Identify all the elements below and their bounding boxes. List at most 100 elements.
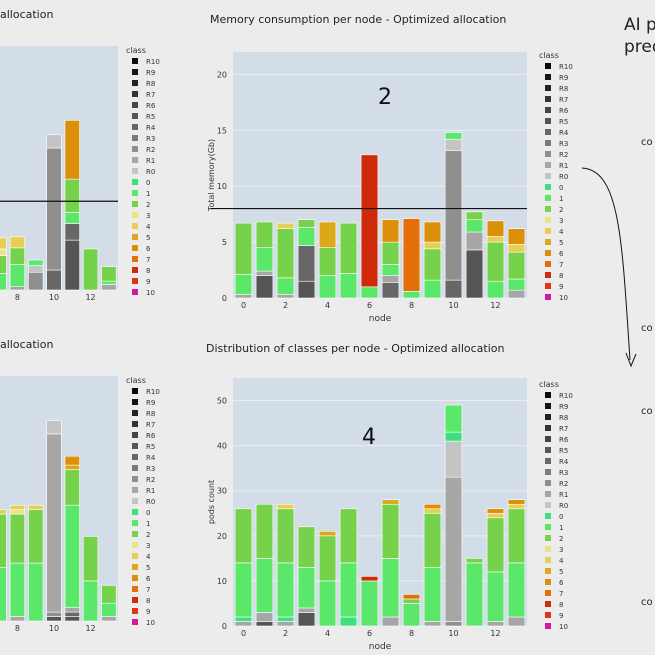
chart-title-memory: Memory consumption per node - Optimized …	[210, 13, 507, 26]
distribution-legend-label: R7	[559, 425, 568, 433]
left-memory-legend-label: R1	[146, 157, 155, 165]
memory-bar-node10-class-R0	[444, 138, 463, 151]
memory-bar-node9-class-1	[423, 279, 442, 299]
undefined-legend-swatch	[545, 272, 551, 278]
left-memory-legend-label: R4	[146, 124, 156, 132]
left-distribution-legend-label: R7	[146, 421, 155, 429]
distribution-legend-label: 2	[559, 535, 563, 543]
memory-bar-node11-class-1	[465, 219, 484, 233]
undefined-legend-swatch	[545, 184, 551, 190]
distribution-bar-node9-class-2	[423, 512, 442, 568]
memory-bar-node9-class-2	[423, 248, 442, 281]
distribution-bar-node10-class-1	[444, 404, 463, 433]
distribution-bar-node13-class-2	[507, 508, 526, 564]
distribution-bar-node2-class-2	[276, 508, 295, 564]
undefined-legend-swatch	[545, 601, 551, 607]
distribution-bar-node3-class-R5	[297, 612, 316, 627]
left-memory-legend-label: 0	[146, 179, 150, 187]
memory-annotation: 2	[378, 85, 392, 110]
memory-xtick-label: 6	[367, 301, 372, 310]
left-distribution-legend-label: 1	[146, 520, 150, 528]
left-distribution-xtick-label: 8	[15, 624, 20, 633]
undefined-legend-swatch	[132, 256, 138, 262]
undefined-legend-swatch	[545, 239, 551, 245]
distribution-bar-node3-class-R1	[297, 607, 316, 613]
distribution-y-axis-title: pods count	[207, 480, 216, 524]
left-distribution-bar-node11-class-R1	[64, 607, 80, 613]
left-memory-bar-node9-class-R2	[28, 271, 44, 291]
distribution-xtick-label: 12	[490, 629, 500, 638]
undefined-legend-swatch	[545, 283, 551, 289]
undefined-legend-swatch	[132, 146, 138, 152]
distribution-bar-node10-class-R0	[444, 440, 463, 478]
memory-legend-label: R2	[559, 151, 568, 159]
memory-bar-node0-class-2	[234, 222, 253, 275]
memory-legend-label: 0	[559, 184, 563, 192]
memory-legend-label: R5	[559, 118, 568, 126]
left-distribution-legend-label: R10	[146, 388, 160, 396]
distribution-legend-label: R2	[559, 480, 568, 488]
undefined-legend-swatch	[132, 289, 138, 295]
memory-y-axis-title: Total memory(Gb)	[207, 139, 216, 212]
distribution-bar-node2-class-4	[276, 503, 295, 510]
distribution-legend-label: 10	[559, 623, 568, 631]
distribution-legend-label: R1	[559, 491, 568, 499]
left-distribution-legend-label: R3	[146, 465, 155, 473]
undefined-legend-swatch	[132, 597, 138, 603]
left-memory-legend-label: R8	[146, 80, 155, 88]
left-memory-bar-node13-class-1	[101, 280, 117, 285]
memory-bar-node11-class-R5	[465, 249, 484, 299]
left-memory-bar-node8-class-2	[9, 247, 26, 265]
left-memory-bar-node11-class-R4	[64, 223, 80, 241]
distribution-bar-node8-class-1	[402, 603, 421, 627]
distribution-bar-node11-class-2	[465, 558, 484, 564]
undefined-legend-swatch	[132, 443, 138, 449]
undefined-legend-swatch	[545, 447, 551, 453]
left-distribution-bar-node8-class-2	[9, 513, 26, 564]
memory-legend-label: 9	[559, 283, 563, 291]
memory-xtick-label: 12	[490, 301, 500, 310]
distribution-xtick-label: 6	[367, 629, 372, 638]
distribution-bar-node13-class-R1	[507, 616, 526, 627]
undefined-legend-swatch	[545, 480, 551, 486]
left-distribution-bar-node12-class-1	[82, 580, 99, 622]
distribution-legend-label: 6	[559, 579, 564, 587]
memory-bar-node7-class-6	[381, 219, 400, 243]
undefined-legend-swatch	[545, 85, 551, 91]
distribution-bar-node13-class-6	[507, 499, 526, 505]
distribution-bar-node1-class-1	[255, 558, 274, 613]
left-memory-bar-node7-class-3	[0, 248, 7, 256]
left-distribution-legend-label: 8	[146, 597, 150, 605]
distribution-legend-label: 5	[559, 568, 563, 576]
undefined-legend-swatch	[132, 278, 138, 284]
undefined-legend-swatch	[132, 421, 138, 427]
memory-ytick-label: 10	[217, 182, 227, 191]
distribution-bar-node6-class-8	[360, 576, 379, 582]
memory-legend-label: 10	[559, 294, 568, 302]
distribution-legend-label: R8	[559, 414, 568, 422]
undefined-legend-swatch	[545, 623, 551, 629]
distribution-legend-label: R0	[559, 502, 568, 510]
undefined-legend-swatch	[545, 414, 551, 420]
memory-bar-node12-class-1	[486, 280, 505, 299]
distribution-bar-node10-class-R2	[444, 621, 463, 627]
left-memory-legend-label: 8	[146, 267, 150, 275]
distribution-bar-node11-class-1	[465, 562, 484, 627]
left-memory-bar-node13-class-2	[101, 266, 117, 282]
undefined-legend-swatch	[545, 129, 551, 135]
undefined-legend-swatch	[132, 388, 138, 394]
undefined-legend-swatch	[132, 509, 138, 515]
left-distribution-bar-node7-class-4	[0, 509, 7, 515]
undefined-legend-swatch	[545, 579, 551, 585]
undefined-legend-swatch	[132, 91, 138, 97]
undefined-legend-swatch	[132, 553, 138, 559]
memory-legend-label: 5	[559, 239, 563, 247]
left-memory-bar-node10-class-R0	[46, 134, 62, 149]
memory-legend-label: 3	[559, 217, 563, 225]
left-memory-bar-node7-class-4	[0, 237, 7, 250]
undefined-legend-swatch	[132, 586, 138, 592]
memory-bar-node13-class-2	[507, 251, 526, 280]
distribution-bar-node2-class-R1	[276, 621, 295, 627]
undefined-legend-swatch	[132, 102, 138, 108]
undefined-legend-swatch	[545, 502, 551, 508]
